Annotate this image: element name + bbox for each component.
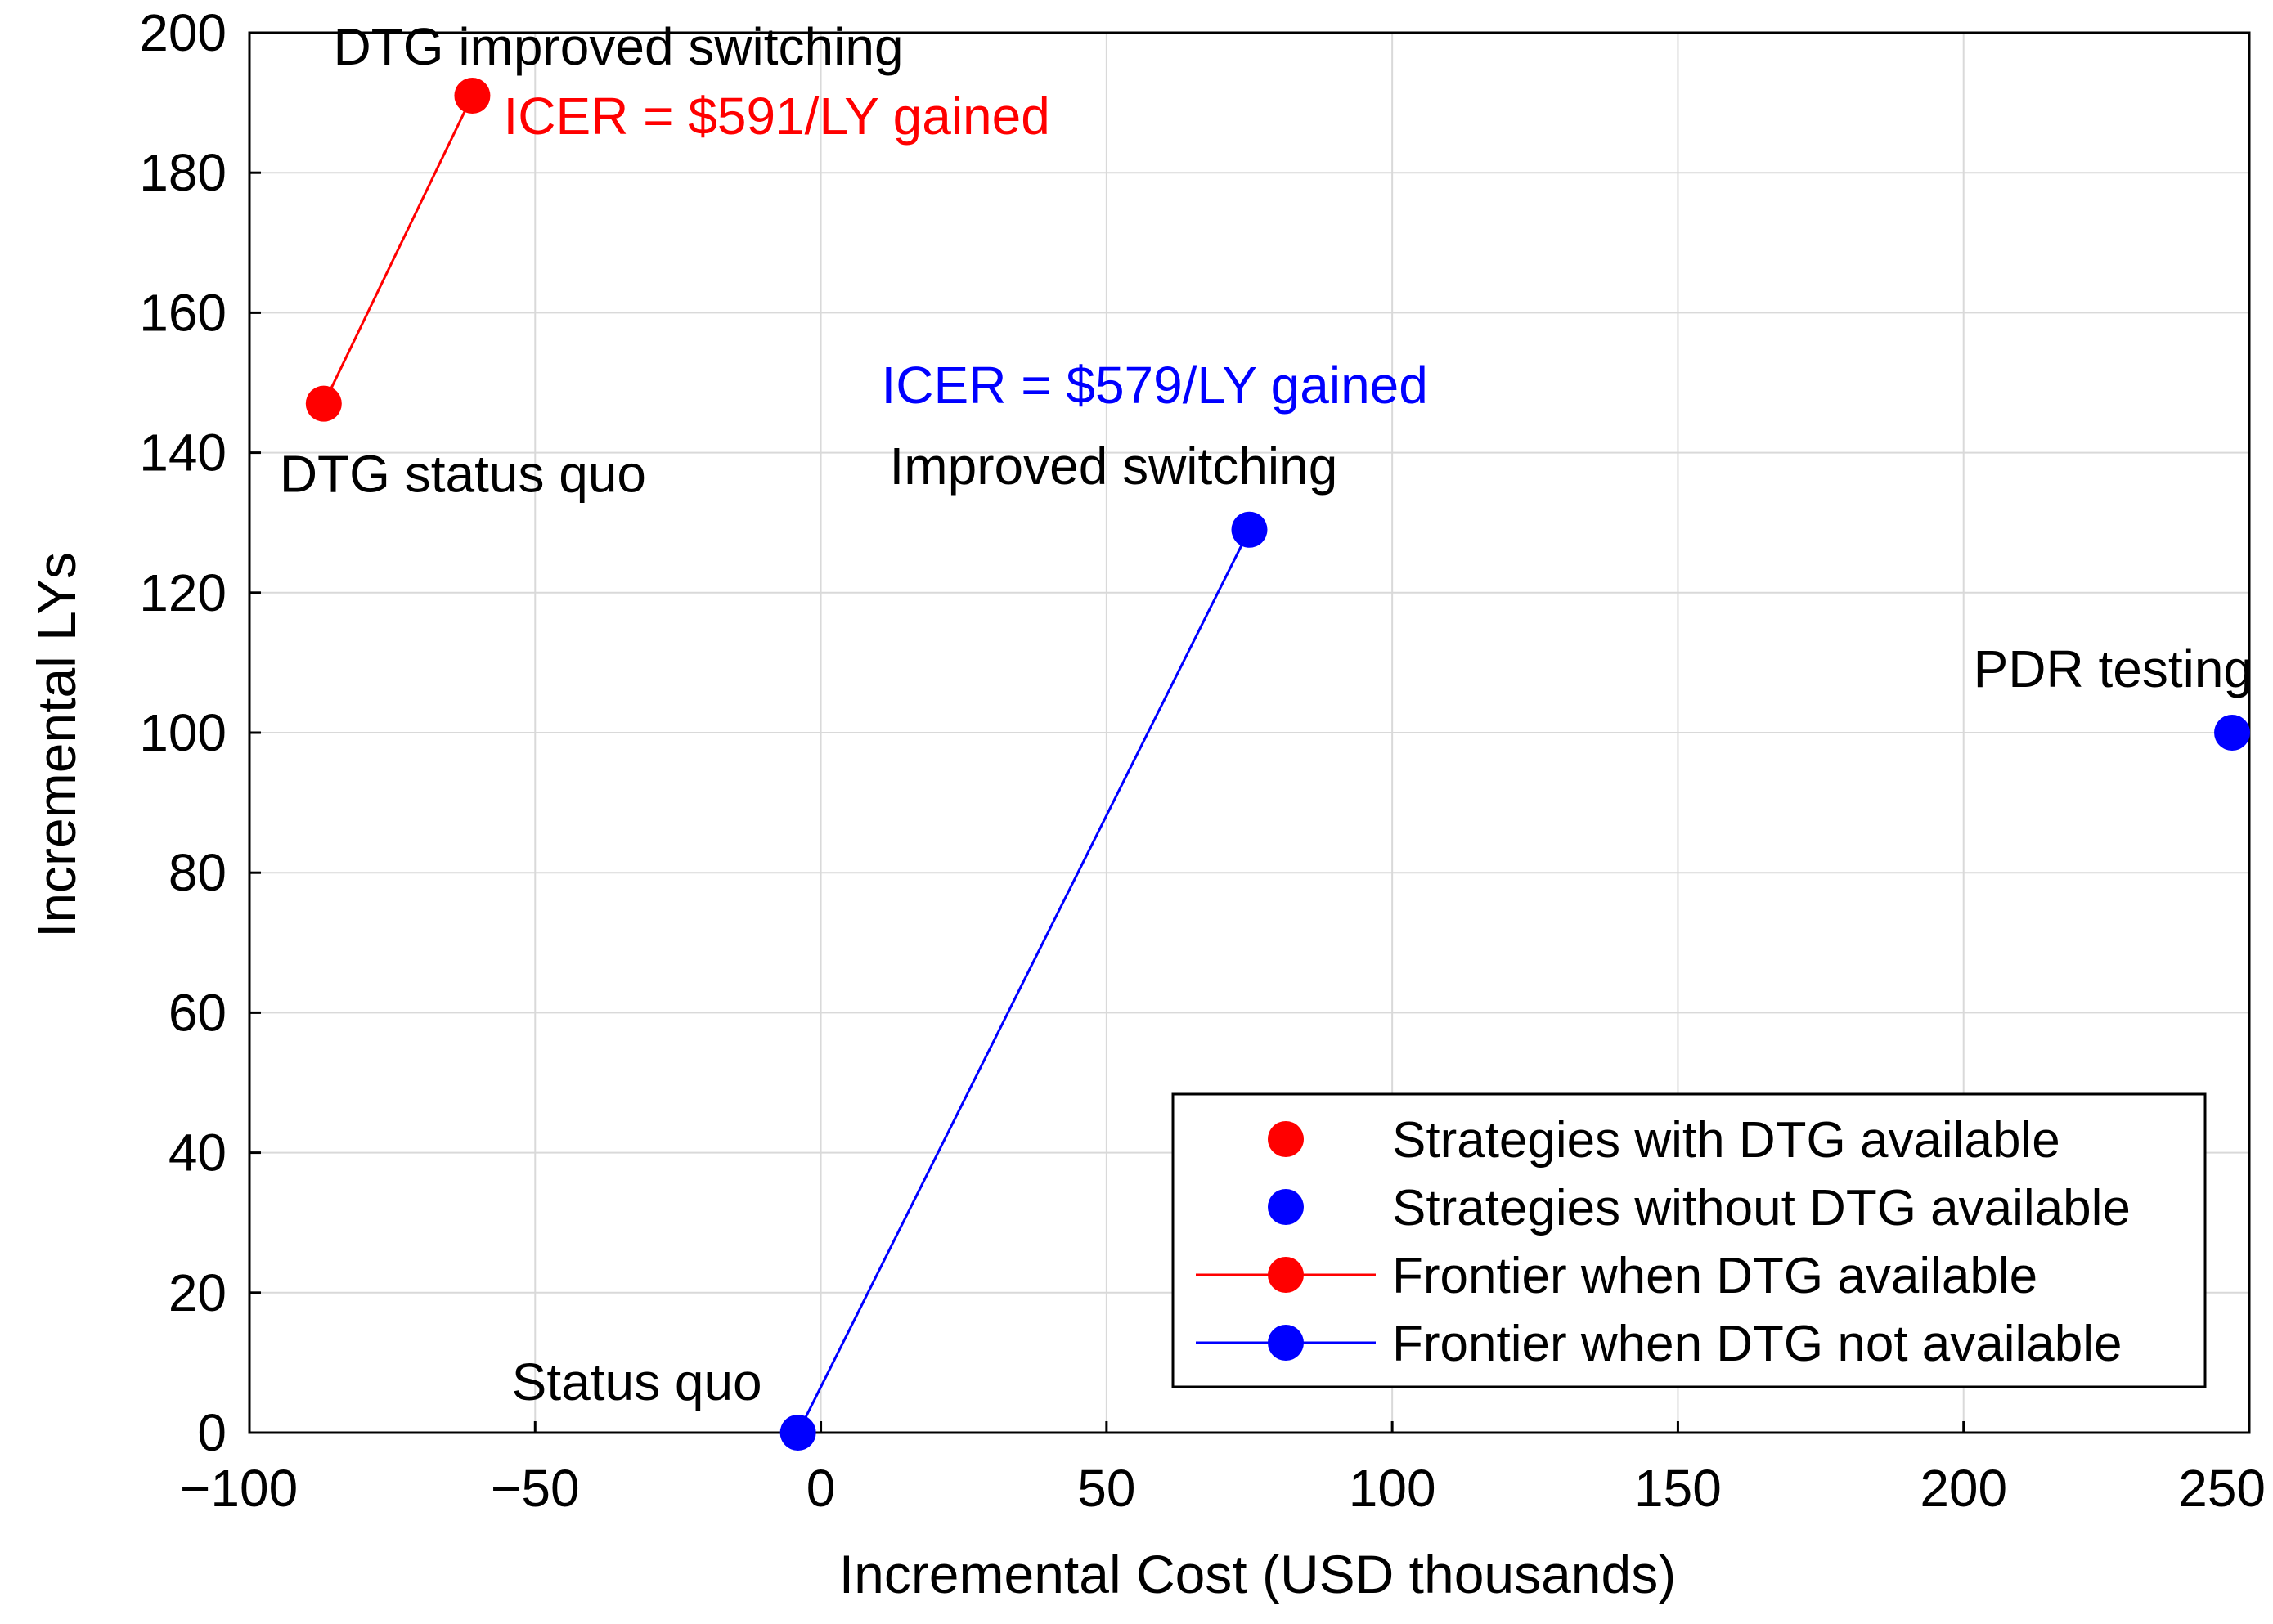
dtg-status-quo-point	[305, 385, 342, 422]
frontier-lines	[322, 95, 1251, 1433]
y-tick-label: 60	[168, 983, 227, 1042]
legend-marker	[1268, 1121, 1304, 1157]
y-axis-label: Incremental LYs	[26, 552, 87, 938]
y-tick-label: 100	[139, 703, 227, 762]
legend-entry-label: Frontier when DTG available	[1392, 1248, 2037, 1304]
y-tick-label: 160	[139, 283, 227, 342]
pdr-testing-label: PDR testing	[1974, 639, 2253, 698]
icer-no-dtg-annotation: ICER = $579/LY gained	[882, 356, 1428, 415]
frontier-dtg-line	[322, 95, 474, 405]
legend-entry-label: Strategies without DTG available	[1392, 1180, 2131, 1236]
x-tick-label: 250	[2178, 1459, 2266, 1518]
status-quo-label: Status quo	[512, 1353, 762, 1411]
x-axis-label: Incremental Cost (USD thousands)	[839, 1544, 1676, 1604]
dtg-improved-switching-point	[454, 78, 491, 114]
x-tick-label: −100	[180, 1459, 298, 1518]
legend-entry-label: Frontier when DTG not available	[1392, 1316, 2123, 1372]
data-points	[305, 78, 2251, 1451]
y-tick-label: 200	[139, 3, 227, 62]
dtg-status-quo-label: DTG status quo	[280, 445, 646, 504]
legend-marker	[1268, 1189, 1304, 1225]
x-tick-label: 0	[806, 1459, 836, 1518]
y-axis-ticks: 0 20 40 60 80 100 120 140 160 180 200	[139, 3, 261, 1462]
improved-switching-label: Improved switching	[890, 437, 1338, 496]
frontier-no-dtg-line	[797, 529, 1251, 1433]
x-tick-label: 200	[1920, 1459, 2007, 1518]
legend-entry-label: Strategies with DTG available	[1392, 1112, 2060, 1169]
dtg-improved-switching-label: DTG improved switching	[333, 17, 903, 76]
y-tick-label: 40	[168, 1124, 227, 1182]
y-tick-label: 0	[197, 1403, 227, 1462]
x-tick-label: −50	[491, 1459, 580, 1518]
y-tick-label: 80	[168, 843, 227, 902]
x-axis-ticks: −100 −50 0 50 100 150 200 250	[180, 1421, 2266, 1518]
y-tick-label: 180	[139, 143, 227, 202]
improved-switching-point	[1231, 511, 1268, 548]
icer-annotations: ICER = $591/LY gained ICER = $579/LY gain…	[503, 87, 1427, 415]
x-tick-label: 150	[1634, 1459, 1722, 1518]
y-tick-label: 20	[168, 1263, 227, 1322]
legend-marker	[1268, 1257, 1304, 1293]
legend-box	[1171, 1092, 2207, 1388]
x-tick-label: 100	[1349, 1459, 1436, 1518]
legend-marker	[1268, 1325, 1304, 1361]
x-tick-label: 50	[1077, 1459, 1135, 1518]
legend: Strategies with DTG available Strategies …	[1171, 1092, 2207, 1388]
icer-dtg-annotation: ICER = $591/LY gained	[503, 87, 1049, 146]
y-tick-label: 120	[139, 563, 227, 622]
y-tick-label: 140	[139, 424, 227, 482]
status-quo-point	[779, 1415, 816, 1451]
pdr-testing-point	[2214, 715, 2251, 751]
point-labels: DTG status quo DTG improved switching Stat…	[280, 17, 2253, 1411]
